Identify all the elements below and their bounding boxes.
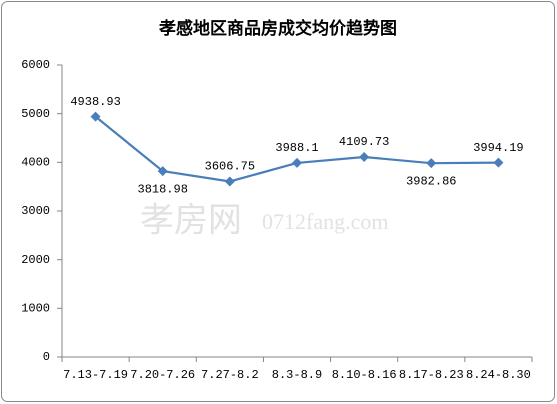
x-tick-label: 8.3-8.9 (272, 368, 322, 382)
data-label: 4109.73 (339, 135, 389, 149)
watermark: 孝房网 (140, 201, 242, 241)
data-point (157, 166, 168, 177)
data-label: 3818.98 (138, 182, 188, 196)
watermark: 0712fang.com (262, 209, 388, 234)
data-point (292, 157, 302, 168)
data-label: 4938.93 (70, 95, 120, 109)
data-label: 3994.19 (473, 141, 523, 155)
y-tick-label: 2000 (21, 253, 50, 267)
data-point (359, 151, 370, 162)
y-tick-label: 5000 (21, 107, 50, 121)
data-point (493, 157, 504, 168)
x-tick-label: 7.20-7.26 (130, 368, 195, 382)
data-point (90, 111, 101, 122)
y-tick-label: 1000 (21, 302, 50, 316)
x-tick-label: 8.10-8.16 (332, 368, 397, 382)
data-label: 3982.86 (406, 174, 456, 188)
x-tick-label: 8.24-8.30 (466, 368, 531, 382)
y-tick-label: 0 (43, 350, 50, 364)
chart-title: 孝感地区商品房成交均价趋势图 (159, 18, 397, 39)
y-tick-label: 3000 (21, 204, 50, 218)
y-tick-label: 6000 (21, 58, 50, 72)
data-point (224, 176, 235, 187)
data-point (426, 158, 437, 169)
x-tick-label: 8.17-8.23 (399, 368, 464, 382)
x-tick-label: 7.13-7.19 (63, 368, 128, 382)
data-label: 3988.1 (275, 141, 318, 155)
data-label: 3606.75 (205, 160, 255, 174)
y-tick-label: 4000 (21, 156, 50, 170)
x-tick-label: 7.27-8.2 (201, 368, 259, 382)
